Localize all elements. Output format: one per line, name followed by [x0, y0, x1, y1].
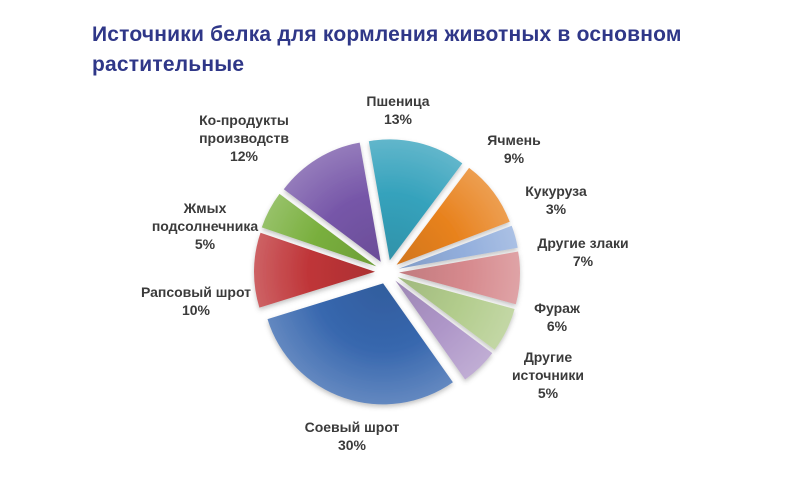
slice-name: Рапсовый шрот	[140, 284, 252, 300]
slice-pct: 3%	[545, 201, 567, 217]
slice-name: Кукуруза	[525, 183, 587, 199]
slice-name: Ячмень	[487, 132, 541, 148]
slice-label-wheat: Пшеница 13%	[343, 92, 453, 128]
pie-slice-4	[397, 277, 515, 350]
slice-name: Другие источники	[511, 349, 585, 383]
slice-label-soybean-meal: Соевый шрот 30%	[277, 418, 427, 454]
slice-pct: 5%	[194, 236, 216, 252]
slice-name: Пшеница	[366, 93, 430, 109]
pie-slice-8	[261, 193, 377, 267]
slice-name: Жмых подсолнечника	[151, 200, 259, 234]
slice-pct: 13%	[383, 111, 413, 127]
slice-label-other-grains: Другие злаки 7%	[513, 234, 653, 270]
slice-label-corn: Кукуруза 3%	[501, 182, 611, 218]
pie-slice-7	[254, 232, 375, 308]
slice-pct: 12%	[229, 148, 259, 164]
slice-label-forage: Фураж 6%	[512, 299, 602, 335]
slice-pct: 5%	[537, 385, 559, 401]
pie-slice-3	[399, 251, 520, 305]
pie-slice-6	[267, 283, 453, 405]
pie-slice-0	[368, 139, 463, 261]
slice-label-other-sources: Другие источники 5%	[498, 348, 598, 402]
slice-label-sunflower-cake: Жмых подсолнечника 5%	[140, 199, 270, 253]
pie-slice-2	[398, 225, 518, 269]
pie-slice-5	[395, 280, 493, 380]
slice-pct: 10%	[181, 302, 211, 318]
slice-pct: 9%	[503, 150, 525, 166]
slice-label-barley: Ячмень 9%	[464, 131, 564, 167]
slice-name: Другие злаки	[537, 235, 629, 251]
chart-title: Источники белка для кормления животных в…	[92, 23, 682, 76]
slice-name: Ко-продукты производств	[199, 112, 289, 146]
slice-pct: 6%	[546, 318, 568, 334]
slice-label-rapeseed-meal: Рапсовый шрот 10%	[121, 283, 271, 319]
slice-label-co-products: Ко-продукты производств 12%	[179, 111, 309, 165]
slice-pct: 7%	[572, 253, 594, 269]
pie-slice-1	[396, 167, 510, 265]
pie-slice-9	[283, 142, 381, 262]
slice-pct: 30%	[337, 437, 367, 453]
slice-name: Соевый шрот	[304, 419, 400, 435]
slice-name: Фураж	[534, 300, 580, 316]
